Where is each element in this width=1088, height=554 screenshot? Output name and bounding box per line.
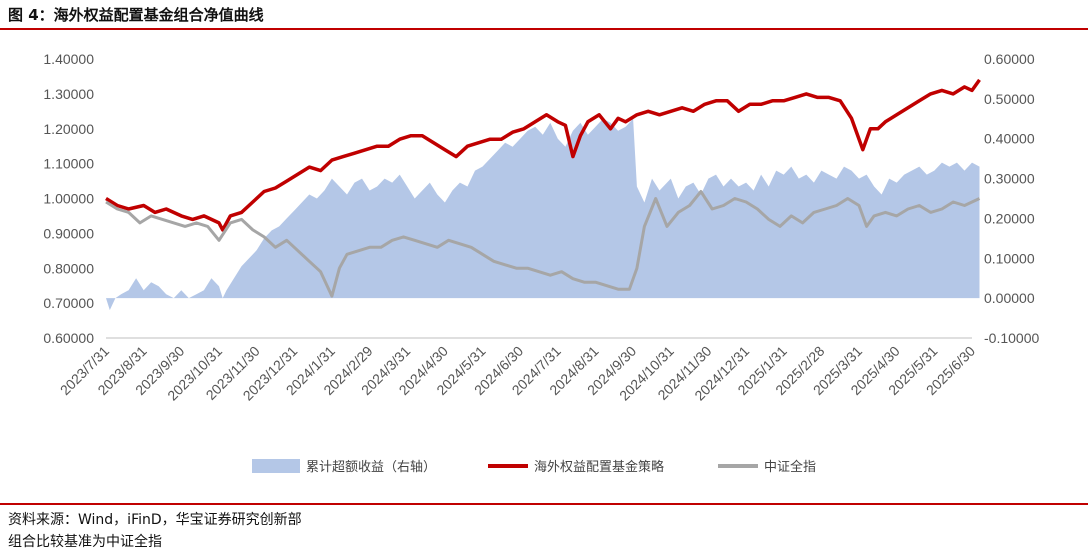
top-rule (0, 28, 1088, 30)
figure-title: 图 4：海外权益配置基金组合净值曲线 (8, 6, 264, 24)
x-tick-labels: 2023/7/312023/8/312023/9/302023/10/31202… (57, 343, 979, 404)
legend-excess-swatch (252, 459, 300, 473)
y-left-tick-label: 0.60000 (43, 330, 94, 346)
benchmark-note: 组合比较基准为中证全指 (8, 534, 162, 550)
strategy-line (105, 78, 981, 232)
y-right-tick-label: 0.50000 (984, 91, 1035, 107)
y-left-tick-label: 1.10000 (43, 156, 94, 172)
chart: 0.60000 0.70000 0.80000 0.90000 1.00000 1.100… (43, 51, 1039, 475)
y-left-tick-labels: 0.60000 0.70000 0.80000 0.90000 1.00000 1.100… (43, 51, 94, 346)
y-left-tick-label: 0.70000 (43, 295, 94, 311)
y-right-tick-label: 0.60000 (984, 51, 1035, 67)
y-right-tick-label: 0.40000 (984, 131, 1035, 147)
y-right-tick-label: 0.30000 (984, 171, 1035, 187)
excess-return-area (106, 118, 980, 311)
y-right-tick-label: -0.10000 (984, 330, 1039, 346)
y-right-tick-label: 0.10000 (984, 250, 1035, 266)
y-left-tick-label: 0.80000 (43, 260, 94, 276)
legend: 累计超额收益（右轴） 海外权益配置基金策略 中证全指 (252, 459, 816, 475)
legend-index-label: 中证全指 (764, 459, 816, 475)
y-left-tick-label: 1.40000 (43, 51, 94, 67)
y-right-tick-label: 0.20000 (984, 210, 1035, 226)
excess-area-layer (106, 118, 980, 311)
y-left-tick-label: 1.30000 (43, 86, 94, 102)
y-left-tick-label: 1.00000 (43, 191, 94, 207)
source-note: 资料来源：Wind，iFinD，华宝证券研究创新部 (8, 512, 302, 528)
legend-strategy-label: 海外权益配置基金策略 (534, 459, 664, 475)
bottom-rule (0, 503, 1088, 505)
line-layer (105, 78, 981, 298)
y-left-tick-label: 1.20000 (43, 121, 94, 137)
legend-excess-label: 累计超额收益（右轴） (306, 460, 436, 475)
y-right-tick-labels: -0.10000 0.00000 0.10000 0.20000 0.30000 0.40… (984, 51, 1039, 346)
y-left-tick-label: 0.90000 (43, 225, 94, 241)
index-line (105, 190, 981, 298)
y-right-tick-label: 0.00000 (984, 290, 1035, 306)
